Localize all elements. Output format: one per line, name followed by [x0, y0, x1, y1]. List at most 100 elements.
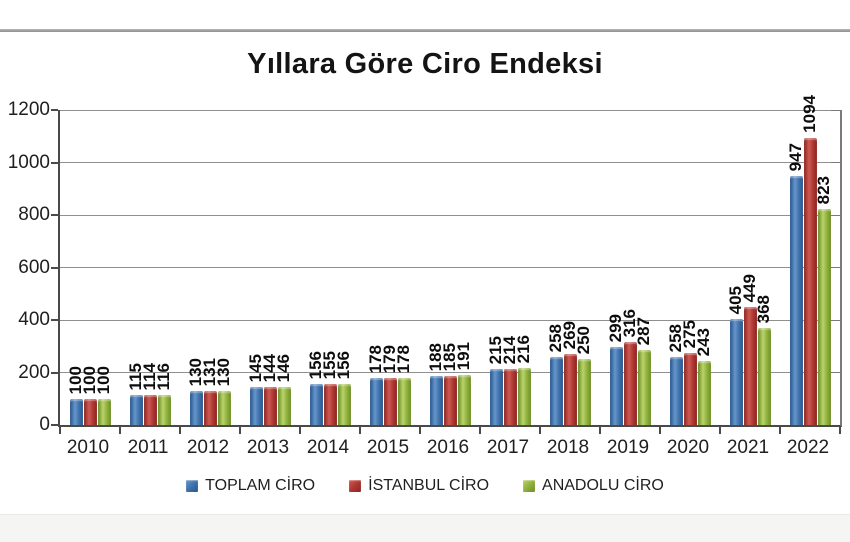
x-axis-tick — [539, 427, 541, 434]
bar-value-label: 250 — [574, 325, 593, 354]
y-axis-label: 400 — [18, 309, 50, 330]
x-axis-label: 2015 — [366, 437, 410, 458]
bar — [489, 369, 503, 425]
y-axis-tick — [51, 109, 58, 111]
bar — [129, 395, 143, 425]
bar-value-label: 156 — [334, 350, 353, 379]
y-axis-label: 200 — [18, 361, 50, 383]
x-axis-label: 2016 — [426, 437, 470, 458]
bar — [203, 391, 217, 425]
x-axis-label: 2022 — [786, 437, 830, 458]
x-axis-tick — [839, 427, 841, 434]
bar-value-label: 178 — [394, 344, 413, 373]
bar — [577, 359, 591, 425]
y-axis-tick — [51, 214, 58, 216]
bar — [443, 376, 457, 425]
bar-value-label: 191 — [454, 341, 473, 370]
bar-value-label: 947 — [786, 142, 805, 171]
y-axis-tick — [51, 161, 58, 164]
x-axis-label: 2020 — [666, 437, 710, 458]
bar-value-label: 216 — [514, 334, 533, 363]
x-axis-tick — [479, 427, 481, 434]
bar — [429, 376, 443, 425]
gridline — [60, 162, 840, 163]
gridline — [60, 109, 840, 111]
bottom-divider — [0, 514, 850, 542]
bar — [669, 357, 683, 425]
gridline — [60, 214, 840, 216]
legend-label: TOPLAM CİRO — [205, 477, 316, 494]
x-axis-tick — [599, 427, 601, 434]
y-axis-label: 1200 — [7, 99, 50, 120]
x-axis-tick — [659, 427, 661, 434]
x-axis-tick — [239, 427, 241, 434]
x-axis-tick — [59, 427, 61, 434]
bar-value-label: 368 — [754, 294, 773, 323]
y-axis-tick — [51, 371, 58, 374]
y-axis-tick — [51, 424, 58, 426]
gridline — [60, 319, 840, 321]
plot-area: 100 100 100 115 114 116 130 131 130 145 144 146 156 1… — [51, 95, 842, 434]
bar-value-label: 243 — [694, 327, 713, 356]
gridline — [60, 267, 840, 268]
y-axis-label: 1000 — [7, 151, 50, 173]
x-axis-tick — [419, 427, 421, 434]
bar — [337, 384, 351, 425]
bar — [743, 307, 757, 425]
chart-title: Yıllara Göre Ciro Endeksi — [247, 48, 603, 80]
bar — [383, 378, 397, 425]
x-axis-label: 2017 — [486, 437, 530, 458]
x-axis-label: 2013 — [246, 437, 290, 458]
x-axis-label: 2021 — [726, 437, 770, 458]
y-axis-label: 600 — [18, 256, 50, 278]
y-axis-tick-right — [831, 319, 840, 321]
bar — [729, 319, 743, 425]
gridline — [60, 372, 840, 373]
bar — [609, 347, 623, 425]
bar — [549, 357, 563, 425]
bar-value-label: 1094 — [800, 95, 819, 133]
bar — [277, 387, 291, 425]
bar — [189, 391, 203, 425]
bar — [157, 395, 171, 425]
bar-value-label: 100 — [94, 365, 113, 394]
bar — [69, 399, 83, 425]
x-axis-label: 2018 — [546, 437, 590, 458]
y-axis-tick-right — [831, 214, 840, 216]
x-axis-tick — [299, 427, 301, 434]
top-divider — [0, 29, 850, 32]
legend-swatch-icon — [523, 480, 536, 492]
y-axis-label: 0 — [39, 414, 50, 435]
x-axis-tick — [119, 427, 121, 434]
bar-value-label: 116 — [154, 362, 173, 390]
y-axis-tick-right — [831, 162, 840, 163]
x-axis-tick — [359, 427, 361, 434]
y-axis-tick-right — [831, 267, 840, 268]
bar — [637, 350, 651, 425]
bar — [217, 391, 231, 425]
bar — [623, 342, 637, 425]
bar — [323, 384, 337, 425]
bar-value-label: 146 — [274, 353, 293, 382]
legend: TOPLAM CİRO İSTANBUL CİRO ANADOLU CİRO — [0, 477, 850, 495]
bar — [789, 176, 803, 425]
x-axis-label: 2011 — [127, 437, 169, 458]
legend-item: İSTANBUL CİRO — [349, 477, 489, 495]
bar — [143, 395, 157, 425]
y-axis-label: 800 — [18, 204, 50, 225]
x-axis-label: 2019 — [606, 437, 650, 458]
legend-label: ANADOLU CİRO — [542, 477, 664, 494]
y-axis-tick — [51, 319, 58, 321]
bar — [397, 378, 411, 425]
bar — [83, 399, 97, 425]
legend-swatch-icon — [186, 480, 199, 492]
x-axis-label: 2010 — [66, 437, 110, 458]
bar — [817, 209, 831, 425]
bar — [563, 354, 577, 425]
bar — [249, 387, 263, 425]
bar — [803, 138, 817, 425]
bar-value-label: 287 — [634, 316, 653, 345]
x-axis-label: 2012 — [186, 437, 230, 458]
x-axis-tick — [779, 427, 781, 434]
